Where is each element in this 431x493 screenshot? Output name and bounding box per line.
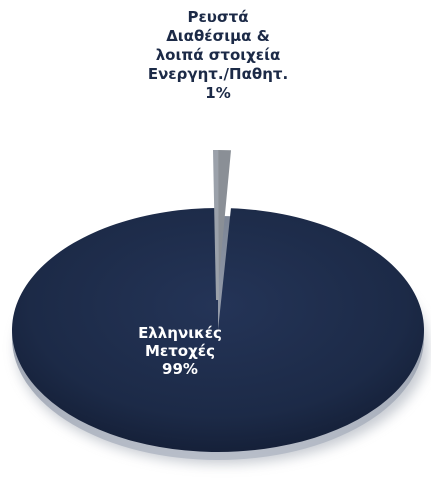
label-line: Ρευστά	[187, 8, 248, 26]
label-line: Ελληνικές	[138, 324, 222, 342]
slice-elliniques-metoxes	[11, 208, 424, 452]
label-line: 1%	[205, 84, 230, 102]
label-line: 99%	[162, 360, 198, 378]
label-line: Μετοχές	[145, 342, 215, 360]
slice-reusta-diathesima-edge	[213, 150, 219, 300]
label-line: λοιπά στοιχεία	[156, 46, 281, 64]
label-line: Ενεργητ./Παθητ.	[148, 65, 288, 83]
slice-reusta-diathesima	[218, 150, 231, 288]
label-line: Διαθέσιμα &	[166, 27, 270, 45]
